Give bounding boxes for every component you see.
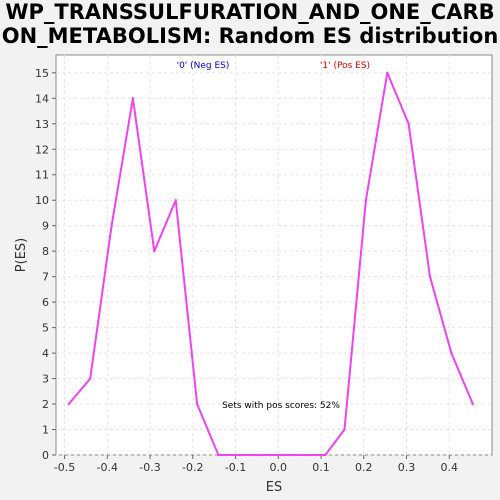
- data-point: [302, 453, 306, 457]
- data-point: [450, 351, 453, 355]
- data-point: [110, 224, 113, 227]
- y-tick-label: 12: [35, 143, 49, 156]
- y-tick-label: 10: [35, 194, 49, 207]
- y-tick-label: 11: [35, 169, 49, 182]
- x-axis: -0.5 -0.4 -0.3 -0.2 -0.1 0.0 0.1 0.2 0.3 0.4: [54, 455, 458, 474]
- data-point: [364, 199, 368, 202]
- y-tick-label: 15: [35, 67, 49, 80]
- neg-es-label: '0' (Neg ES): [177, 61, 230, 71]
- data-point: [386, 71, 389, 75]
- data-point: [217, 453, 220, 457]
- y-tick-label: 1: [42, 424, 49, 437]
- data-point: [67, 402, 71, 406]
- data-point: [324, 453, 327, 457]
- y-tick-label: 3: [42, 373, 49, 386]
- data-point: [174, 199, 177, 202]
- data-point: [131, 97, 135, 100]
- data-point: [471, 402, 474, 406]
- y-tick-label: 9: [42, 220, 49, 233]
- x-tick-label: -0.2: [182, 461, 203, 474]
- data-point: [428, 275, 432, 278]
- data-point: [281, 453, 284, 457]
- y-tick-label: 8: [42, 245, 49, 258]
- x-tick-label: -0.5: [54, 461, 75, 474]
- y-tick-label: 14: [35, 92, 49, 105]
- y-tick-label: 0: [42, 449, 49, 462]
- x-tick-label: 0.1: [312, 461, 330, 474]
- y-tick-label: 5: [42, 322, 49, 335]
- x-tick-label: -0.4: [97, 461, 118, 474]
- data-point: [407, 122, 410, 125]
- x-tick-label: -0.3: [139, 461, 160, 474]
- data-point: [195, 402, 199, 406]
- x-tick-label: -0.1: [225, 461, 246, 474]
- data-point: [343, 428, 346, 431]
- grid-lines: [56, 55, 492, 456]
- data-point: [259, 453, 263, 457]
- data-point: [153, 249, 156, 253]
- x-tick-label: 0.4: [441, 461, 459, 474]
- x-tick-label: 0.3: [398, 461, 416, 474]
- y-tick-label: 7: [42, 271, 49, 284]
- data-point: [238, 453, 242, 457]
- pos-es-label: '1' (Pos ES): [320, 61, 370, 71]
- data-point: [88, 377, 92, 380]
- y-tick-label: 13: [35, 118, 49, 131]
- x-tick-label: 0.0: [270, 461, 288, 474]
- chart-title: WP_TRANSSULFURATION_AND_ONE_CARBON_METAB…: [1, 0, 499, 48]
- y-tick-label: 4: [42, 347, 49, 360]
- series-group: [67, 71, 474, 457]
- y-tick-label: 6: [42, 296, 49, 309]
- y-axis-label: P(ES): [14, 238, 29, 272]
- series-line: [68, 71, 474, 456]
- pos-scores-annotation: Sets with pos scores: 52%: [222, 401, 340, 411]
- y-tick-label: 2: [42, 398, 49, 411]
- x-axis-label: ES: [266, 480, 282, 495]
- x-tick-label: 0.2: [355, 461, 373, 474]
